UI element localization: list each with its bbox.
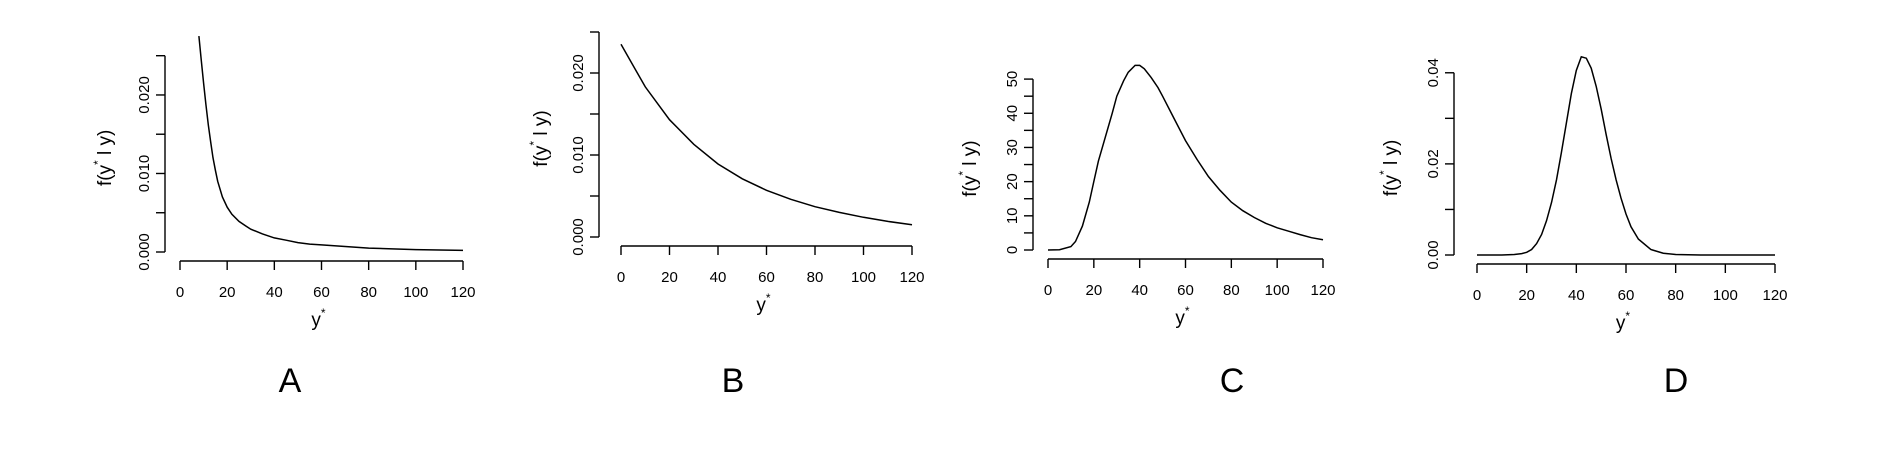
y-axis-title-rest: l y)	[531, 110, 552, 141]
x-tick-label: 20	[661, 269, 678, 286]
x-tick-label: 120	[450, 284, 475, 301]
panel-label: B	[722, 362, 745, 400]
y-tick-label: 30	[1004, 139, 1021, 156]
panel-label: C	[1220, 362, 1245, 400]
y-tick-label: 0.000	[570, 218, 587, 256]
y-axis-title-main: f(y	[531, 145, 552, 167]
y-tick-label: 10	[1004, 207, 1021, 224]
series-line	[620, 43, 913, 226]
y-axis-title: f(y* l y)	[91, 130, 116, 186]
series-line	[1047, 64, 1324, 251]
x-tick-label: 0	[617, 269, 625, 286]
y-axis: 0.00 0.02 0.04 f(y* l y)	[1377, 58, 1455, 270]
y-axis: 0.000 0.010 0.020 f(y* l y)	[527, 31, 600, 256]
series-line	[1477, 55, 1775, 256]
y-axis-title-superscript: *	[956, 171, 970, 176]
x-tick-label: 120	[899, 269, 924, 286]
x-axis-title-superscript: *	[1625, 309, 1630, 323]
x-tick-label: 100	[403, 284, 428, 301]
y-axis-title-superscript: *	[1377, 170, 1391, 175]
x-tick-label: 60	[1618, 287, 1635, 304]
x-tick-label: 40	[710, 269, 727, 286]
x-axis-title: y*	[311, 306, 326, 331]
x-axis: 0 20 40 60 80 100 120 y*	[617, 245, 925, 316]
y-axis: 0.000 0.010 0.020 f(y* l y)	[91, 55, 166, 271]
x-axis-title-superscript: *	[766, 291, 771, 305]
x-tick-label: 0	[1473, 287, 1481, 304]
y-tick-label: 0.04	[1425, 58, 1442, 87]
x-tick-label: 100	[851, 269, 876, 286]
x-tick-label: 80	[1667, 287, 1684, 304]
y-axis-title-main: f(y	[1381, 174, 1402, 196]
x-tick-label: 120	[1762, 287, 1787, 304]
x-tick-label: 40	[1131, 282, 1148, 299]
x-tick-label: 120	[1310, 282, 1335, 299]
x-tick-label: 80	[807, 269, 824, 286]
x-tick-label: 0	[1044, 282, 1052, 299]
y-axis-title: f(y* l y)	[956, 140, 981, 196]
x-tick-label: 60	[758, 269, 775, 286]
x-tick-label: 60	[313, 284, 330, 301]
x-axis: 0 20 40 60 80 100 120 y*	[1473, 263, 1788, 334]
series-line	[198, 36, 464, 252]
x-tick-label: 80	[360, 284, 377, 301]
y-axis-title-main: f(y	[960, 175, 981, 197]
y-tick-label: 0.00	[1425, 240, 1442, 269]
y-axis-title-superscript: *	[91, 160, 105, 165]
y-tick-label: 0	[1004, 246, 1021, 254]
y-axis-title: f(y* l y)	[527, 110, 552, 166]
x-tick-label: 80	[1223, 282, 1240, 299]
x-axis-title-superscript: *	[321, 306, 326, 320]
x-tick-label: 100	[1265, 282, 1290, 299]
panel-label: A	[279, 362, 302, 400]
x-tick-label: 0	[176, 284, 184, 301]
y-axis-title: f(y* l y)	[1377, 140, 1402, 196]
x-axis-title-superscript: *	[1185, 304, 1190, 318]
y-axis: 0 10 20 30 40 50 f(y* l y)	[956, 71, 1034, 254]
x-tick-label: 40	[266, 284, 283, 301]
x-tick-label: 20	[1518, 287, 1535, 304]
x-tick-label: 20	[1085, 282, 1102, 299]
y-axis-title-rest: l y)	[95, 130, 116, 161]
x-tick-label: 60	[1177, 282, 1194, 299]
panel-label: D	[1664, 362, 1689, 400]
y-tick-label: 0.020	[136, 76, 153, 114]
x-axis-title: y*	[1175, 304, 1190, 329]
y-axis-title-main: f(y	[95, 164, 116, 186]
x-tick-label: 40	[1568, 287, 1585, 304]
y-axis-title-rest: l y)	[960, 140, 981, 171]
x-axis: 0 20 40 60 80 100 120 y*	[176, 260, 476, 331]
y-tick-label: 40	[1004, 105, 1021, 122]
y-axis-title-rest: l y)	[1381, 140, 1402, 171]
x-axis-title: y*	[756, 291, 771, 316]
x-axis: 0 20 40 60 80 100 120 y*	[1044, 258, 1336, 329]
y-tick-label: 0.02	[1425, 149, 1442, 178]
x-tick-label: 20	[219, 284, 236, 301]
y-tick-label: 0.000	[136, 233, 153, 271]
y-tick-label: 0.010	[136, 155, 153, 193]
y-tick-label: 0.010	[570, 136, 587, 174]
y-tick-label: 20	[1004, 173, 1021, 190]
y-axis-title-superscript: *	[527, 141, 541, 146]
y-tick-label: 50	[1004, 71, 1021, 88]
y-tick-label: 0.020	[570, 54, 587, 92]
x-axis-title: y*	[1616, 309, 1631, 334]
x-tick-label: 100	[1713, 287, 1738, 304]
